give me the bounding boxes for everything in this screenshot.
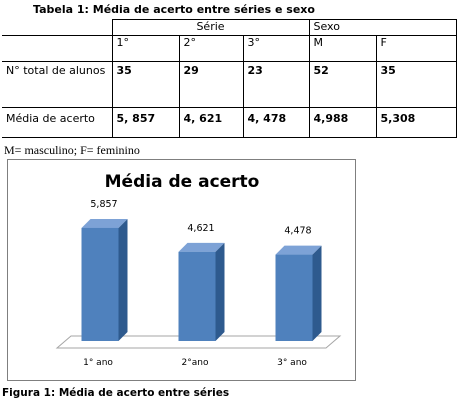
col-header-f: F [375,35,457,62]
category-label: 3° ano [277,358,307,368]
bar-top [275,245,322,255]
cell: 4,988 [308,107,377,138]
chart-frame: Média de acerto 5,857 4,621 4,478 1° ano 2°… [7,159,356,381]
category-label: 2°ano [182,358,209,368]
table-row: Média de acerto 5, 857 4, 621 4, 478 4,9… [2,107,457,138]
cell: 4, 478 [242,107,310,138]
bar-side [312,245,322,341]
sexo-header: Sexo [308,19,457,36]
bar [178,242,225,341]
cell: 5,308 [375,107,457,138]
bar-side [215,242,225,341]
empty-corner [2,19,113,36]
data-label: 4,621 [187,223,214,234]
table-caption: Tabela 1: Média de acerto entre séries e… [33,3,315,16]
bar-top [81,218,128,228]
cell: 29 [178,61,244,108]
chart-title: Média de acerto [105,172,260,192]
cell: 52 [308,61,377,108]
col-header-3: 3° [242,35,310,62]
col-header-m: M [308,35,377,62]
cell: 5, 857 [111,107,180,138]
chart-floor [55,335,342,349]
row-label: Média de acerto [2,107,113,138]
cell: 35 [375,61,457,108]
row-label: N° total de alunos [2,61,113,108]
figure-caption: Figura 1: Média de acerto entre séries [2,387,230,399]
chart-floor-plane [55,335,342,349]
cell: 35 [111,61,180,108]
results-table: Série Sexo 1° 2° 3° M F N° total de alun… [2,19,457,138]
category-label: 1° ano [83,358,113,368]
data-label: 4,478 [284,226,311,237]
bar-front [275,254,313,341]
bar-top [178,242,225,252]
bar [275,245,322,341]
data-label: 5,857 [90,199,117,210]
table-row: N° total de alunos 35 29 23 52 35 [2,61,457,108]
bar-front [81,227,119,341]
bar-chart: Média de acerto 5,857 4,621 4,478 1° ano 2°… [55,172,342,368]
legend-note: M= masculino; F= feminino [4,143,140,157]
col-header-2: 2° [178,35,244,62]
bar-front [178,251,216,341]
cell: 23 [242,61,310,108]
serie-header: Série [111,19,310,36]
cell: 4, 621 [178,107,244,138]
bar [81,218,128,341]
bar-side [118,218,128,341]
col-header-1: 1° [111,35,180,62]
empty-cell [2,35,113,62]
